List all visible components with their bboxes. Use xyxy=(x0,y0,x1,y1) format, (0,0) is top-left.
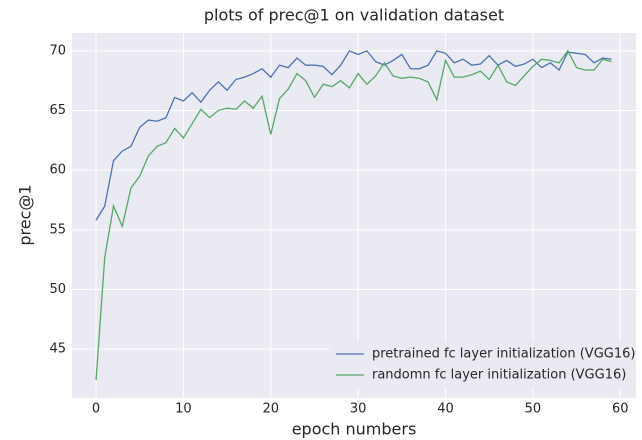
x-tick-label: 10 xyxy=(175,402,192,417)
y-axis-label: prec@1 xyxy=(16,184,35,245)
x-axis-label: epoch numbers xyxy=(292,420,417,439)
chart-title: plots of prec@1 on validation dataset xyxy=(204,6,504,25)
x-tick-label: 30 xyxy=(350,402,367,417)
legend-box xyxy=(330,342,628,388)
y-tick-label: 70 xyxy=(49,43,66,58)
y-tick-label: 45 xyxy=(49,342,66,357)
x-tick-label: 40 xyxy=(437,402,454,417)
y-tick-label: 50 xyxy=(49,282,66,297)
data-line xyxy=(95,50,612,221)
x-tick-label: 0 xyxy=(92,402,100,417)
y-tick-label: 55 xyxy=(49,222,66,237)
x-tick-label: 50 xyxy=(525,402,542,417)
plot-area xyxy=(72,33,636,398)
y-tick-label: 60 xyxy=(49,163,66,178)
legend-label: pretrained fc layer initialization (VGG1… xyxy=(372,347,635,362)
legend: pretrained fc layer initialization (VGG1… xyxy=(330,342,635,388)
legend-label: randomn fc layer initialization (VGG16) xyxy=(372,368,626,383)
y-tick-label: 65 xyxy=(49,103,66,118)
x-tick-label: 60 xyxy=(612,402,629,417)
data-line xyxy=(95,49,612,381)
x-tick-label: 20 xyxy=(263,402,280,417)
